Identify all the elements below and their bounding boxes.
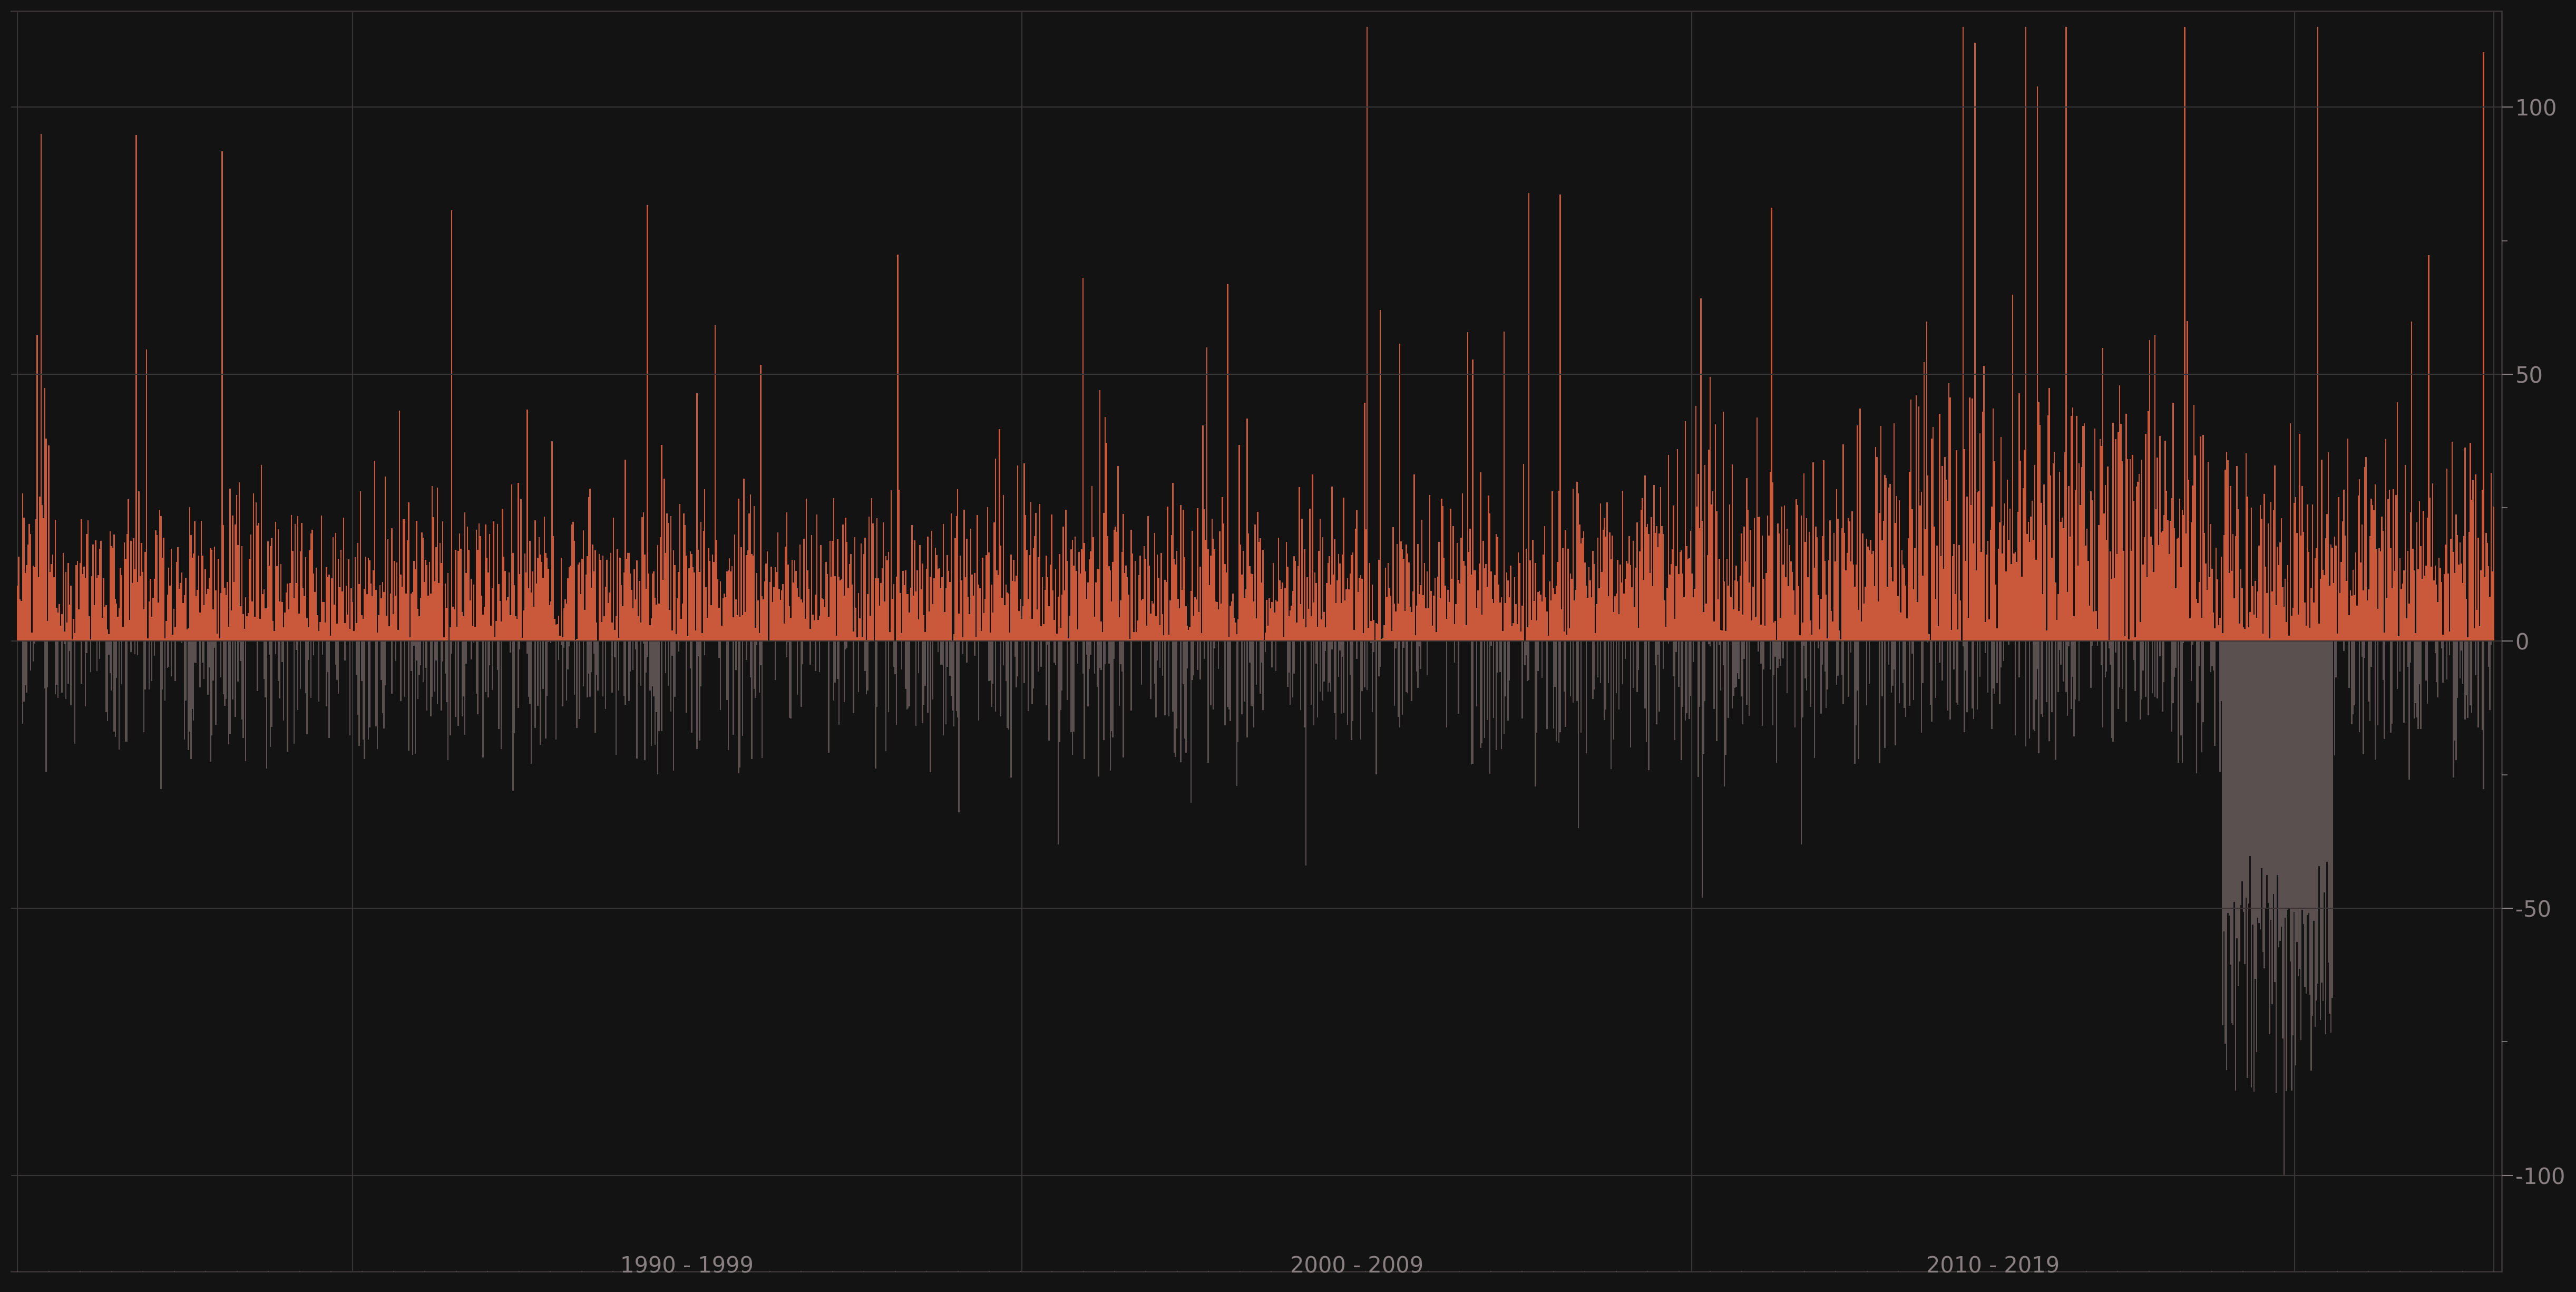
Text: 2000 - 2009: 2000 - 2009 bbox=[1291, 1256, 1425, 1278]
Text: 1990 - 1999: 1990 - 1999 bbox=[621, 1256, 755, 1278]
Text: 2010 - 2019: 2010 - 2019 bbox=[1927, 1256, 2061, 1278]
